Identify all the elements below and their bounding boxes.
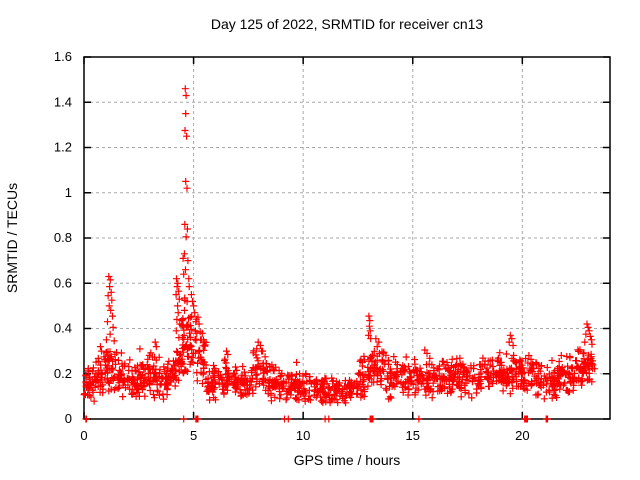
y-tick-label-1: 1 xyxy=(65,185,72,200)
x-tick-label-10: 10 xyxy=(296,428,310,443)
y-tick-label-0: 0 xyxy=(65,411,72,426)
axis-layer xyxy=(83,56,611,420)
scatter-points-layer xyxy=(80,85,599,423)
y-tick-label-0.6: 0.6 xyxy=(54,275,72,290)
x-tick-label-20: 20 xyxy=(515,428,529,443)
y-tick-label-0.4: 0.4 xyxy=(54,321,72,336)
y-tick-label-1.6: 1.6 xyxy=(54,49,72,64)
y-tick-label-0.2: 0.2 xyxy=(54,366,72,381)
x-tick-label-0: 0 xyxy=(80,428,87,443)
y-tick-label-1.2: 1.2 xyxy=(54,140,72,155)
x-tick-label-5: 5 xyxy=(190,428,197,443)
srmtid-data-points xyxy=(80,85,599,423)
tick-label-layer: 0 5 10 15 20 0 0.2 0.4 0.6 0.8 1 1.2 1.4 1.6 xyxy=(54,49,530,443)
y-tick-label-0.8: 0.8 xyxy=(54,230,72,245)
x-tick-label-15: 15 xyxy=(406,428,420,443)
y-axis-label: SRMTID / TECUs xyxy=(4,183,20,293)
x-axis-label: GPS time / hours xyxy=(294,452,401,468)
chart-title: Day 125 of 2022, SRMTID for receiver cn1… xyxy=(211,16,484,32)
y-tick-label-1.4: 1.4 xyxy=(54,94,72,109)
